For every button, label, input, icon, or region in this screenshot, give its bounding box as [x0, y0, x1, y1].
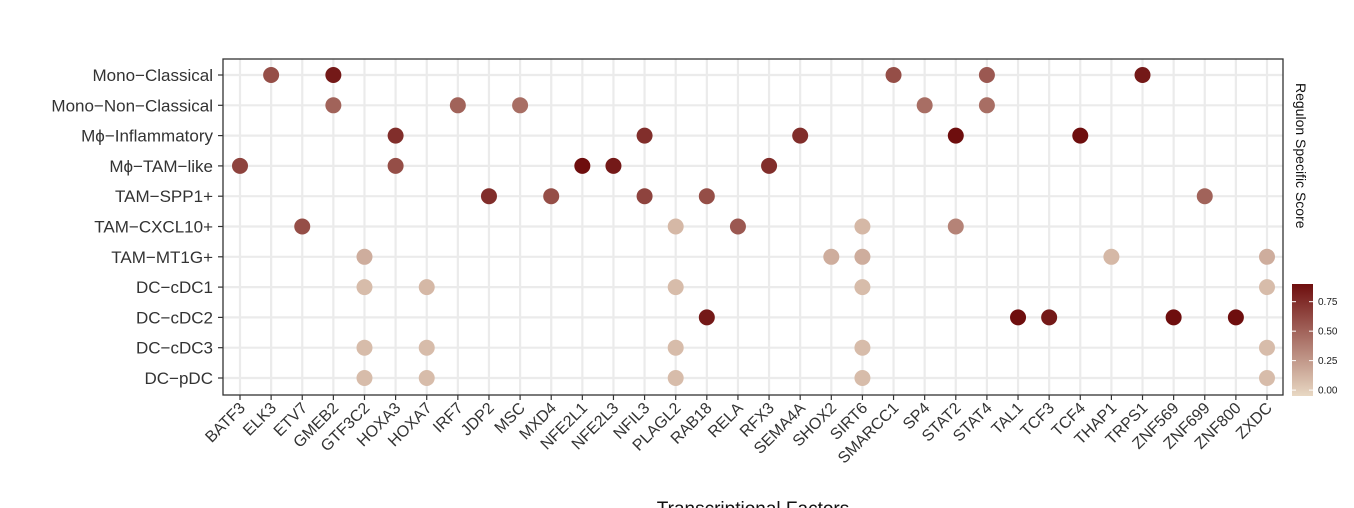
x-tick-label: BATF3	[202, 400, 248, 446]
dot-point	[294, 218, 311, 235]
y-tick-label: Mϕ−TAM−like	[109, 157, 213, 176]
legend-tick-label: 0.00	[1318, 386, 1338, 397]
dot-point	[667, 370, 684, 386]
y-tick-label: DC−cDC3	[136, 339, 213, 358]
dot-point	[1041, 309, 1058, 326]
x-tick-label: TCF3	[1018, 400, 1058, 440]
dot-point	[1259, 279, 1275, 296]
dot-point	[978, 67, 995, 83]
y-tick-label: Mono−Non−Classical	[51, 96, 213, 115]
grid-lines	[223, 59, 1283, 395]
dot-point	[1103, 248, 1120, 265]
legend-tick-label: 0.25	[1318, 356, 1338, 367]
dot-point	[698, 309, 715, 326]
dot-point	[729, 218, 746, 235]
legend-tick-label: 0.75	[1318, 297, 1338, 308]
dot-point	[854, 339, 871, 356]
x-axis-labels: BATF3ELK3ETV7GMEB2GTF3C2HOXA3HOXA7IRF7JD…	[202, 400, 1275, 468]
dot-point	[1134, 67, 1151, 83]
axis-ticks	[218, 74, 1268, 400]
dot-point	[823, 248, 840, 265]
dot-point	[574, 157, 591, 174]
dot-point	[543, 188, 560, 205]
dot-point	[325, 67, 342, 83]
dot-point	[1010, 309, 1027, 326]
dot-points	[232, 67, 1275, 386]
dot-point	[636, 188, 653, 205]
dot-point	[854, 248, 871, 265]
dot-point	[356, 248, 373, 265]
dot-point	[854, 370, 871, 386]
dot-point	[667, 218, 684, 235]
x-tick-label: RELA	[705, 400, 747, 442]
dot-point	[667, 339, 684, 356]
y-tick-label: TAM−CXCL10+	[94, 218, 213, 237]
dot-point	[480, 188, 497, 205]
dot-point	[356, 370, 373, 386]
dot-point	[792, 127, 809, 144]
color-legend: Regulon Specific Score 0.00 0.25 0.50 0.75	[1292, 83, 1338, 397]
dot-point	[356, 339, 373, 356]
dot-point	[263, 67, 280, 83]
dot-point	[947, 218, 964, 235]
dot-point	[761, 157, 778, 174]
dot-point	[512, 97, 529, 114]
y-tick-label: Mϕ−Inflammatory	[81, 127, 213, 146]
dot-point	[387, 127, 404, 144]
dot-point	[636, 127, 653, 144]
x-tick-label: ZXDC	[1233, 400, 1276, 443]
dot-point	[418, 370, 435, 386]
legend-ticks: 0.00 0.25 0.50 0.75	[1292, 297, 1338, 397]
dot-point	[885, 67, 902, 83]
legend-color-bar	[1292, 284, 1313, 396]
x-tick-label: JDP2	[458, 400, 498, 440]
dot-point	[232, 157, 248, 174]
dot-point	[418, 279, 435, 296]
dot-point	[978, 97, 995, 114]
dot-point	[854, 218, 871, 235]
y-axis-labels: Mono−Classical Mono−Non−Classical Mϕ−Infla…	[51, 66, 213, 388]
dot-point	[418, 339, 435, 356]
dot-point	[667, 279, 684, 296]
dot-point	[1165, 309, 1182, 326]
dot-point	[916, 97, 933, 114]
dot-point	[698, 188, 715, 205]
dot-point	[947, 127, 964, 144]
legend-title: Regulon Specific Score	[1293, 83, 1309, 229]
dot-point	[356, 279, 373, 296]
dot-point	[1259, 248, 1275, 265]
dot-point	[1072, 127, 1089, 144]
dot-point	[1196, 188, 1213, 205]
x-tick-label: ELK3	[240, 400, 280, 440]
y-tick-label: DC−pDC	[145, 369, 214, 388]
y-tick-label: Mono−Classical	[93, 66, 213, 85]
dot-point	[854, 279, 871, 296]
dot-point	[387, 157, 404, 174]
y-tick-label: DC−cDC1	[136, 278, 213, 297]
x-axis-title: Transcriptional Factors	[657, 499, 850, 508]
dot-point	[1259, 370, 1275, 386]
dot-point	[1259, 339, 1275, 356]
dot-point	[605, 157, 622, 174]
y-tick-label: TAM−SPP1+	[115, 187, 213, 206]
y-tick-label: TAM−MT1G+	[111, 248, 213, 267]
legend-tick-label: 0.50	[1318, 327, 1338, 338]
y-tick-label: DC−cDC2	[136, 308, 213, 327]
dot-point	[325, 97, 342, 114]
dot-point	[1227, 309, 1244, 326]
dot-point	[449, 97, 466, 114]
